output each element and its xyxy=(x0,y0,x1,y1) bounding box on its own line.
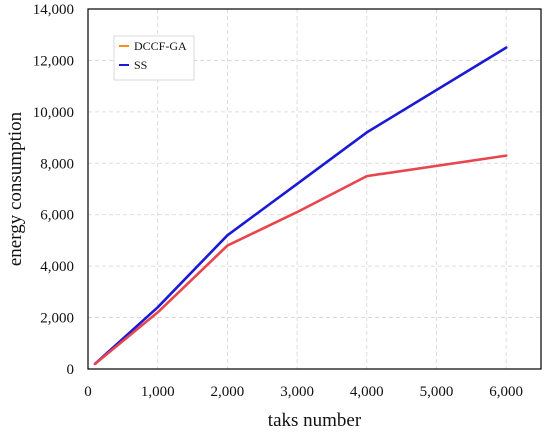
grid xyxy=(88,9,541,369)
x-tick-label: 6,000 xyxy=(489,384,523,400)
y-tick-label: 10,000 xyxy=(33,105,74,121)
legend: DCCF-GA SS xyxy=(113,35,195,81)
x-axis-ticks: 0 1,000 2,000 3,000 4,000 5,000 6,000 xyxy=(84,384,523,400)
y-tick-label: 6,000 xyxy=(40,208,74,224)
y-tick-label: 14,000 xyxy=(33,2,74,18)
x-tick-label: 5,000 xyxy=(420,384,454,400)
legend-label: DCCF-GA xyxy=(134,39,187,53)
series-line-ss xyxy=(93,46,508,366)
y-tick-label: 0 xyxy=(67,362,75,378)
legend-label: SS xyxy=(134,58,147,72)
y-tick-label: 4,000 xyxy=(40,259,74,275)
legend-box xyxy=(113,35,195,81)
y-axis-ticks: 0 2,000 4,000 6,000 8,000 10,000 12,000 14,000 xyxy=(33,2,74,378)
y-tick-label: 12,000 xyxy=(33,53,74,69)
series-line-dccf-ga xyxy=(93,154,508,366)
series-lines xyxy=(93,46,508,366)
x-axis-label: taks number xyxy=(268,410,362,431)
y-tick-label: 8,000 xyxy=(40,156,74,172)
y-tick-label: 2,000 xyxy=(40,311,74,327)
x-tick-label: 3,000 xyxy=(280,384,314,400)
x-tick-label: 4,000 xyxy=(350,384,384,400)
x-tick-label: 2,000 xyxy=(211,384,245,400)
x-tick-label: 0 xyxy=(84,384,92,400)
x-tick-label: 1,000 xyxy=(141,384,175,400)
y-axis-label: energy consumption xyxy=(5,111,26,266)
plot-frame xyxy=(87,8,542,370)
legend-items: DCCF-GA SS xyxy=(119,39,187,72)
